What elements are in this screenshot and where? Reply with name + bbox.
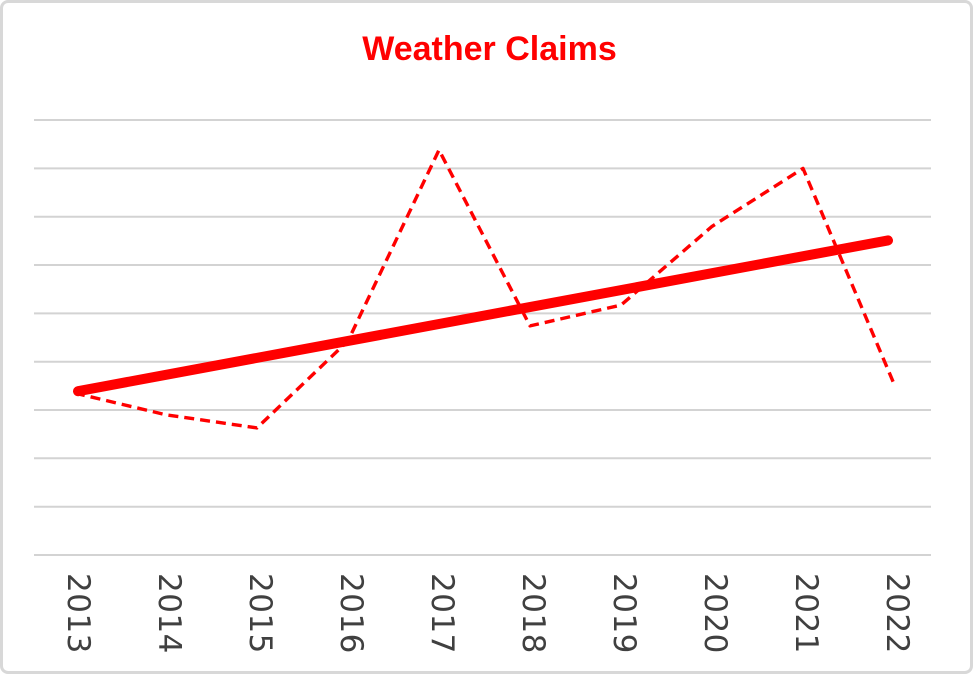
x-tick-label: 2018 <box>515 573 551 654</box>
chart-title: Weather Claims <box>362 30 617 68</box>
x-tick-label: 2020 <box>697 573 733 654</box>
trend-line <box>73 235 893 397</box>
x-tick-label: 2015 <box>242 573 278 654</box>
x-tick-label: 2021 <box>788 573 824 654</box>
x-tick-label: 2016 <box>333 573 369 654</box>
chart-canvas: 2013 2014 2015 2016 2017 2018 2019 2020 2021 2022 <box>34 119 931 654</box>
x-tick-label: 2022 <box>879 573 915 654</box>
claims-series-line <box>74 148 896 430</box>
x-tick-label: 2014 <box>151 573 187 654</box>
x-tick-label: 2013 <box>60 573 96 654</box>
x-tick-label: 2017 <box>424 573 460 654</box>
x-tick-label: 2019 <box>606 573 642 654</box>
